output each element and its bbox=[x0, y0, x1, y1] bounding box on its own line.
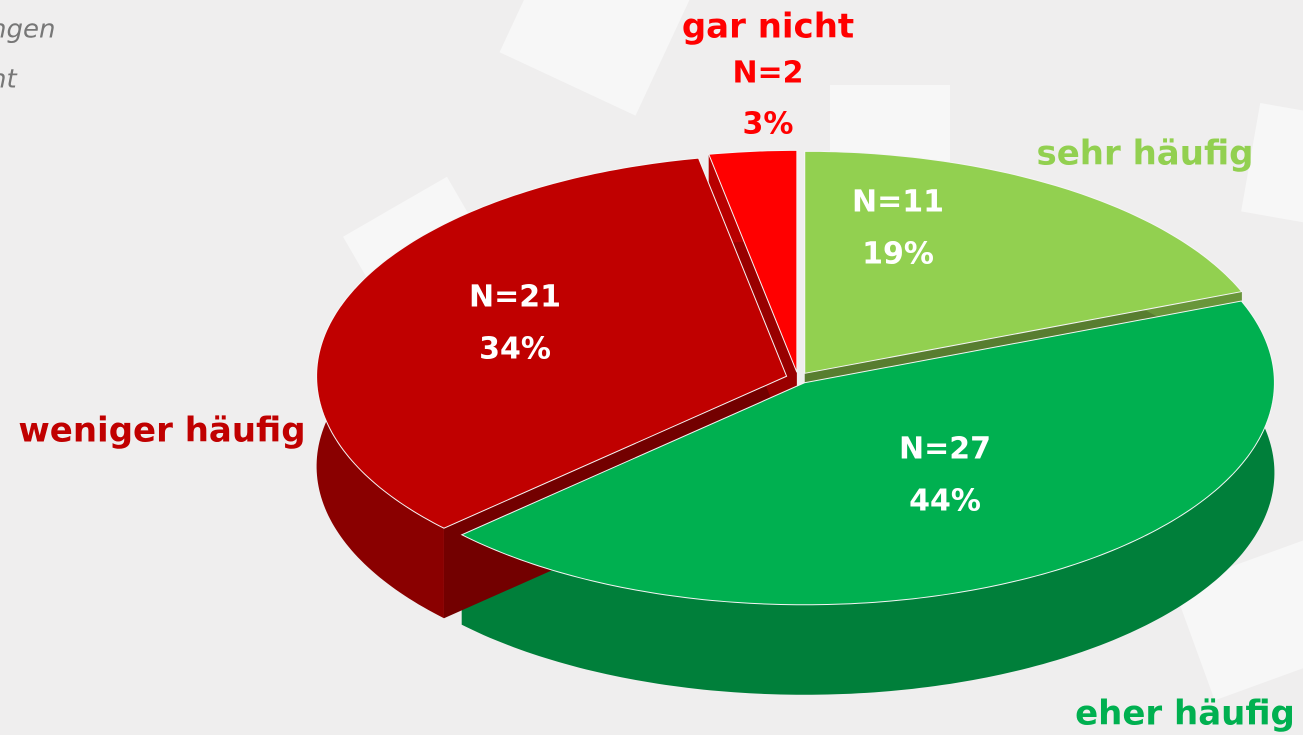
pie-slice bbox=[708, 149, 798, 373]
value-label: 3% bbox=[743, 107, 794, 142]
count-label: N=21 bbox=[469, 280, 561, 315]
pie-slice bbox=[804, 150, 1243, 374]
count-label: N=2 bbox=[732, 56, 803, 91]
note: nt bbox=[0, 65, 17, 95]
count-label: N=27 bbox=[899, 432, 991, 467]
pie-tops bbox=[316, 149, 1275, 606]
slice-wall bbox=[461, 301, 1275, 695]
pie-slice bbox=[316, 157, 788, 529]
category-label: gar nicht bbox=[682, 7, 854, 47]
pie-slice bbox=[460, 300, 1275, 606]
value-label: 19% bbox=[862, 237, 934, 272]
count-label: N=11 bbox=[852, 185, 944, 220]
value-label: 34% bbox=[479, 332, 551, 367]
category-label: weniger häufig bbox=[18, 411, 305, 451]
category-label: eher häufig bbox=[1075, 694, 1295, 734]
note: ngen bbox=[0, 15, 55, 45]
value-label: 44% bbox=[909, 484, 981, 519]
category-label: sehr häufig bbox=[1037, 134, 1254, 174]
